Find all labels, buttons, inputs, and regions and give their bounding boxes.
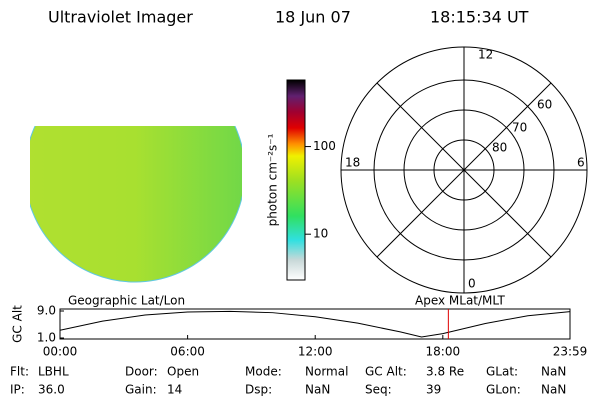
- x-tick-label: 00:00: [43, 345, 78, 359]
- time: 18:15:34 UT: [430, 8, 529, 27]
- field-value: 3.8 Re: [426, 365, 464, 379]
- field-value: LBHL: [38, 365, 69, 379]
- orbit-left-title: Geographic Lat/Lon: [68, 294, 185, 308]
- orbit-right-title: Apex MLat/MLT: [415, 294, 505, 308]
- x-tick-label: 18:00: [426, 345, 461, 359]
- mlt-label: 6: [577, 156, 585, 170]
- y-tick-label: 9.0: [37, 304, 56, 318]
- date: 18 Jun 07: [275, 8, 351, 27]
- mlt-label: 0: [468, 277, 476, 291]
- auroral-image: [30, 126, 242, 283]
- field-value: Open: [167, 365, 199, 379]
- colorbar: [286, 79, 306, 281]
- field-value: 39: [426, 383, 441, 397]
- field-value: NaN: [305, 383, 330, 397]
- x-tick-label: 06:00: [170, 345, 205, 359]
- field-label: Door:: [125, 365, 158, 379]
- colorbar-tick-label: 10: [313, 227, 328, 241]
- x-tick-label: 12:00: [298, 345, 333, 359]
- altitude-line: [59, 310, 571, 338]
- field-label: GLat:: [486, 365, 518, 379]
- field-value: 36.0: [38, 383, 65, 397]
- field-label: Flt:: [10, 365, 29, 379]
- mlt-label: 12: [478, 48, 493, 62]
- lat-label: 80: [492, 141, 507, 155]
- field-label: Gain:: [125, 383, 157, 397]
- y-tick-label: 1.0: [37, 331, 56, 345]
- mlt-label: 18: [345, 156, 360, 170]
- field-label: GC Alt:: [365, 365, 407, 379]
- field-value: 14: [167, 383, 182, 397]
- orbit-ylabel: GC Alt: [11, 305, 25, 343]
- field-label: Seq:: [365, 383, 392, 397]
- title: Ultraviolet Imager: [48, 8, 193, 27]
- lat-label: 60: [537, 98, 552, 112]
- colorbar-tick-label: 100: [313, 139, 336, 153]
- field-value: NaN: [541, 383, 566, 397]
- lat-label: 70: [512, 121, 527, 135]
- field-label: IP:: [10, 383, 25, 397]
- field-label: Mode:: [245, 365, 282, 379]
- colorbar-label: photon cm⁻²s⁻¹: [266, 133, 280, 226]
- field-value: NaN: [541, 365, 566, 379]
- x-tick-label: 23:59: [553, 345, 588, 359]
- field-label: GLon:: [486, 383, 521, 397]
- field-label: Dsp:: [245, 383, 272, 397]
- orbit-frame: [59, 308, 571, 340]
- field-value: Normal: [305, 365, 348, 379]
- polar-grid: [340, 46, 588, 294]
